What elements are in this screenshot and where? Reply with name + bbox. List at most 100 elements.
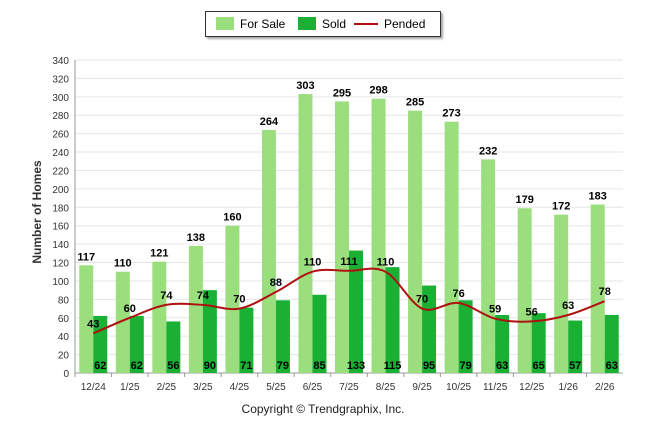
y-tick-label: 300 — [52, 93, 69, 104]
sold-bar — [458, 300, 473, 373]
for-sale-bar — [408, 110, 423, 373]
sold-value-label: 115 — [384, 360, 402, 372]
sold-value-label: 65 — [533, 360, 545, 372]
pended-value-label: 63 — [562, 300, 574, 312]
for-sale-value-label: 172 — [552, 201, 570, 213]
for-sale-value-label: 160 — [223, 212, 241, 224]
pended-value-label: 110 — [377, 257, 395, 269]
x-tick-label: 3/25 — [193, 382, 213, 393]
x-tick-label: 12/24 — [81, 382, 106, 393]
x-tick-label: 12/25 — [519, 382, 544, 393]
for-sale-bar — [517, 208, 532, 373]
sold-bar — [604, 315, 619, 373]
sold-bar — [239, 307, 254, 373]
x-tick-label: 1/25 — [120, 382, 140, 393]
x-tick-label: 11/25 — [483, 382, 508, 393]
y-tick-label: 240 — [52, 148, 69, 159]
for-sale-value-label: 295 — [333, 87, 351, 99]
for-sale-bar — [371, 98, 386, 373]
sold-value-label: 90 — [204, 360, 216, 372]
x-tick-label: 2/26 — [595, 382, 615, 393]
pended-value-label: 70 — [416, 294, 428, 306]
for-sale-bar — [261, 129, 276, 373]
for-sale-value-label: 285 — [406, 97, 424, 109]
for-sale-swatch — [216, 17, 234, 30]
sold-bar — [129, 315, 144, 373]
pended-value-label: 76 — [452, 288, 464, 300]
y-tick-label: 120 — [52, 259, 69, 270]
for-sale-value-label: 179 — [515, 194, 533, 206]
for-sale-bar — [115, 271, 130, 373]
for-sale-value-label: 117 — [77, 251, 95, 263]
for-sale-bar — [590, 204, 605, 373]
pended-value-label: 74 — [197, 290, 210, 302]
x-tick-label: 2/25 — [157, 382, 177, 393]
for-sale-bar — [79, 265, 94, 373]
x-tick-label: 7/25 — [339, 382, 359, 393]
axes: 0 20 40 60 80 100 120 140 160 180 200 220 240 260 280 3… — [52, 56, 623, 393]
for-sale-bar — [444, 121, 459, 373]
y-tick-label: 220 — [52, 166, 69, 177]
sold-bar — [531, 313, 546, 373]
y-tick-label: 160 — [52, 222, 69, 233]
sold-value-label: 62 — [131, 360, 143, 372]
for-sale-value-label: 110 — [114, 258, 132, 270]
y-tick-label: 80 — [58, 295, 70, 306]
pended-value-label: 60 — [124, 303, 136, 315]
legend-sold-label: Sold — [322, 17, 347, 31]
sold-bar — [568, 320, 583, 373]
sold-bar — [349, 250, 363, 373]
x-tick-label: 9/25 — [412, 382, 432, 393]
x-tick-label: 6/25 — [303, 382, 323, 393]
pended-value-label: 111 — [340, 256, 357, 268]
pended-swatch — [354, 23, 378, 25]
sold-bar — [385, 267, 400, 373]
for-sale-bar — [225, 225, 240, 373]
sold-value-label: 133 — [347, 360, 365, 372]
sold-bar — [422, 285, 437, 373]
sold-value-label: 71 — [240, 360, 252, 372]
pended-value-label: 110 — [304, 257, 322, 269]
y-tick-label: 200 — [52, 185, 69, 196]
pended-value-label: 70 — [233, 294, 245, 306]
sold-value-label: 57 — [569, 360, 581, 372]
sold-bar — [495, 315, 510, 373]
sold-value-label: 56 — [167, 360, 179, 372]
sold-bar — [275, 300, 290, 373]
x-tick-label: 1/26 — [558, 382, 578, 393]
y-tick-label: 180 — [52, 203, 69, 214]
sold-swatch — [298, 17, 316, 30]
sold-value-label: 85 — [313, 360, 325, 372]
legend: For Sale Sold Pended — [205, 11, 441, 37]
y-tick-label: 260 — [52, 130, 69, 141]
bars — [79, 94, 619, 374]
for-sale-bar — [335, 101, 349, 374]
sold-value-label: 79 — [459, 360, 471, 372]
for-sale-bar — [554, 214, 569, 373]
for-sale-value-label: 264 — [260, 116, 279, 128]
x-tick-label: 5/25 — [266, 382, 286, 393]
y-tick-label: 280 — [52, 111, 69, 122]
for-sale-value-label: 298 — [369, 85, 387, 97]
copyright-text: Copyright © Trendgraphix, Inc. — [241, 402, 405, 416]
sold-value-label: 95 — [423, 360, 435, 372]
y-tick-label: 320 — [52, 74, 69, 85]
for-sale-value-label: 273 — [442, 108, 460, 120]
pended-value-label: 43 — [87, 318, 99, 330]
sold-bar — [93, 315, 108, 373]
sold-bar — [166, 321, 181, 373]
pended-line-layer — [92, 267, 606, 335]
data-labels: 117 62 110 62 121 56 138 90 160 71 264 79 303 85 295 13… — [77, 80, 617, 372]
pended-line — [92, 267, 606, 335]
sold-value-label: 63 — [606, 360, 618, 372]
for-sale-value-label: 121 — [150, 248, 168, 260]
pended-value-label: 59 — [489, 304, 501, 316]
sold-value-label: 63 — [496, 360, 508, 372]
sold-value-label: 79 — [277, 360, 289, 372]
x-tick-label: 4/25 — [230, 382, 250, 393]
for-sale-value-label: 138 — [187, 232, 205, 244]
sold-bar — [202, 290, 217, 373]
x-tick-label: 10/25 — [446, 382, 471, 393]
for-sale-bar — [298, 94, 313, 373]
